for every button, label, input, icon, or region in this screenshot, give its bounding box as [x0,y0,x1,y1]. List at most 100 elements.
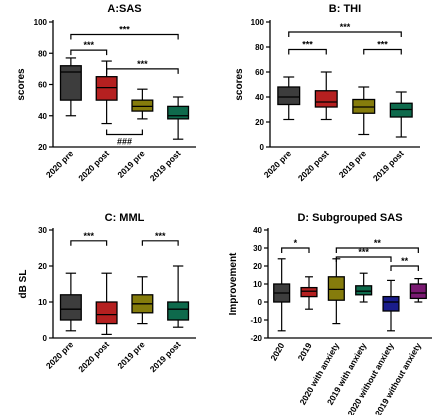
panel-a-title: A:SAS [107,3,141,15]
panel-a-significance-2-bracket [106,68,179,74]
panel-b-x-label-2020-pre: 2020 pre [262,148,294,180]
panel-a-x-label-2020-pre: 2020 pre [44,148,76,180]
panel-b-y-tick-label: 40 [255,93,264,102]
panel-d-box-2020-with-anxiety-iqr [327,276,345,301]
panel-a-x-label-2020-post: 2020 post [76,148,111,183]
panel-d-box-2020-without-anxiety [382,279,400,332]
panel-a-ylabel: scores [16,68,27,101]
panel-a-y-tick-label: 20 [38,143,47,152]
panel-b-significance-2-bracket [363,48,402,55]
panel-d-x-label-2019: 2019 [296,341,314,363]
panel-d-y-tick-label: 10 [253,280,262,289]
panel-d-box-2019-with-anxiety-iqr [355,285,373,296]
panel-c-box-2020-post [95,272,118,335]
panel-b-thi: B: THI scores 0 20 40 60 80 100 2020 pre 2020 p… [234,3,420,183]
panel-d-title: D: Subgrouped SAS [297,212,402,224]
panel-d-significance-0-label: * [294,238,298,248]
panel-a-x-label-2019-pre: 2019 pre [115,148,147,180]
panel-c-significance-1-bracket [141,240,179,246]
panel-d-box-2019-with-anxiety [355,272,373,303]
panel-a-box-2020-post-iqr [95,76,118,101]
panel-a-x-label-2019-post: 2019 post [148,148,183,183]
panel-b-y-tick-label: 60 [255,68,264,77]
panel-b-significance-1-label: *** [302,40,313,50]
panel-d-box-2019-iqr [300,286,318,298]
panel-c-x-label-2019-pre: 2019 pre [115,339,147,371]
panel-d-box-2020-without-anxiety-iqr [382,295,400,312]
panel-d-significance-3-bracket [390,265,419,271]
panel-a-box-2020-pre [59,57,82,117]
panel-b-x-label-2019-pre: 2019 pre [337,148,369,180]
panel-d-box-2020-with-anxiety [327,258,345,325]
panel-c-significance-1-label: *** [155,231,166,241]
panel-c-x-label-2020-pre: 2020 pre [44,339,76,371]
panel-c-x-label-2020-post: 2020 post [76,339,111,374]
panel-c-box-2019-pre [131,276,154,325]
panel-c-title: C: MML [105,212,145,224]
panel-a-significance-2-label: *** [137,59,148,69]
panel-d-y-tick-label: -20 [250,334,262,343]
panel-b-significance-2-label: *** [377,40,388,50]
panel-b-ylabel: scores [234,68,245,101]
panel-b-significance-0-label: *** [340,22,351,32]
panel-b-x-label-2019-post: 2019 post [371,148,406,183]
panel-a-box-2019-post [167,96,190,140]
panel-b-y-tick-label: 20 [255,118,264,127]
panel-b-x-label-2020-post: 2020 post [296,148,331,183]
panel-b-significance-0-bracket [288,31,402,37]
panel-c-y-tick-label: 20 [38,262,47,271]
panel-b-y-tick-label: 100 [251,18,265,27]
panel-c-significance-0-bracket [70,240,108,246]
panel-b-box-2020-post [314,71,338,121]
panel-d-ylabel: Improvement [228,252,239,315]
panel-a-y-tick-label: 80 [38,49,47,58]
panel-a-y-tick-label: 40 [38,112,47,121]
panel-c-box-2019-post-iqr [167,301,190,321]
panel-d-significance-2-bracket [335,256,392,262]
panel-a-significance-3-bracket [106,129,143,136]
panel-c-box-2019-post [167,265,190,328]
panel-a-significance-1-label: *** [83,40,94,50]
panel-d-subgrouped-sas: D: Subgrouped SAS Improvement -20 -10 0 10 2… [228,212,432,415]
panel-c-box-2020-post-iqr [95,301,118,325]
panel-d-box-2019-without-anxiety [409,278,427,303]
panel-b-y-tick-label: 0 [260,143,265,152]
panel-d-significance-1-bracket [335,247,419,253]
panel-b-box-2020-pre [277,76,301,121]
panel-c-y-tick-label: 10 [38,298,47,307]
panel-d-significance-1-label: ** [374,238,382,248]
panel-b-box-2019-post [389,91,413,138]
panel-b-significance-1-bracket [288,48,327,55]
panel-d-significance-3-label: ** [401,256,409,266]
panel-d-y-tick-label: 20 [253,262,262,271]
panel-d-box-2020 [273,258,291,332]
panel-a-significance-1-bracket [70,49,108,56]
panel-b-title: B: THI [329,3,361,15]
panel-d-box-2019-without-anxiety-iqr [409,283,427,300]
panel-d-y-tick-label: 0 [258,298,263,307]
panel-d-y-tick-label: 30 [253,244,262,253]
panel-c-x-label-2019-post: 2019 post [148,339,183,374]
panel-a-significance-0-label: *** [119,25,130,35]
panel-a-significance-3-label: ### [117,137,132,147]
panel-a-box-2019-post-iqr [167,105,190,120]
panel-c-y-tick-label: 30 [38,226,47,235]
panel-a-box-2019-pre [131,88,154,120]
panel-d-x-label-2020: 2020 [268,341,286,363]
panel-a-y-tick-label: 100 [34,18,48,27]
panel-c-y-tick-label: 0 [43,334,48,343]
panel-d-y-tick-label: 40 [253,226,262,235]
panel-b-box-2020-post-iqr [314,90,338,108]
panel-b-y-tick-label: 80 [255,43,264,52]
panel-c-box-2020-pre [59,272,82,332]
panel-a-y-tick-label: 60 [38,81,47,90]
panel-c-box-2020-pre-iqr [59,294,82,321]
panel-b-box-2020-pre-iqr [277,86,301,106]
panel-a-significance-0-bracket [70,33,179,40]
panel-b-box-2019-pre [352,86,376,136]
panel-d-significance-0-bracket [281,247,310,253]
panel-c-ylabel: dB SL [18,270,29,299]
panel-d-y-tick-label: -10 [250,316,262,325]
